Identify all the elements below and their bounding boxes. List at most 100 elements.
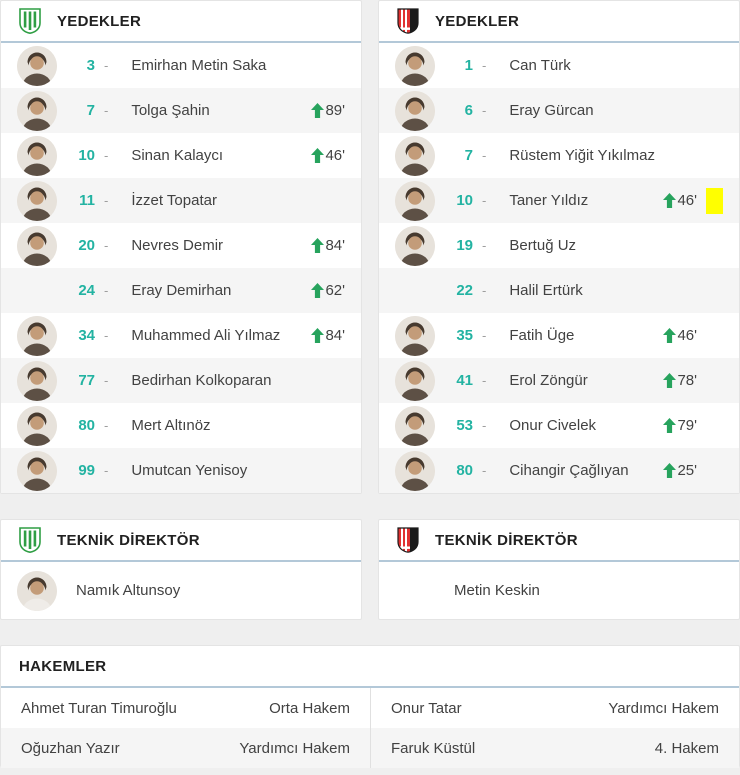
dash: -	[104, 103, 109, 118]
sub-in-arrow-icon	[663, 463, 677, 478]
player-number: 99	[78, 462, 95, 479]
sub-minute: 62'	[325, 282, 345, 299]
substitution-in-badge: 84'	[311, 237, 345, 254]
coach-name: Metin Keskin	[454, 582, 540, 599]
referee-name: Onur Tatar	[391, 699, 462, 717]
sub-minute: 25'	[677, 462, 697, 479]
player-name: İzzet Topatar	[131, 192, 217, 209]
player-row[interactable]: 80 - Mert Altınöz	[1, 403, 361, 448]
player-name: Emirhan Metin Saka	[131, 57, 267, 74]
substitution-in-badge: 25'	[663, 462, 697, 479]
substitution-in-badge: 78'	[663, 372, 697, 389]
player-row[interactable]: 6 - Eray Gürcan	[379, 88, 739, 133]
player-row[interactable]: 1 - Can Türk	[379, 43, 739, 88]
player-avatar	[17, 225, 57, 266]
player-number: 10	[456, 192, 473, 209]
sub-in-arrow-icon	[311, 328, 325, 343]
player-name: Onur Civelek	[509, 417, 597, 434]
player-row[interactable]: 41 - Erol Zöngür 78'	[379, 358, 739, 403]
dash: -	[104, 148, 109, 163]
panel-title: TEKNİK DİREKTÖR	[435, 531, 578, 549]
dash: -	[104, 463, 109, 478]
player-avatar	[395, 225, 435, 266]
referee-role: Yardımcı Hakem	[239, 739, 350, 757]
person-silhouette-icon	[17, 225, 57, 266]
player-row[interactable]: 77 - Bedirhan Kolkoparan	[1, 358, 361, 403]
sub-in-arrow-icon	[663, 193, 677, 208]
player-name: Erol Zöngür	[509, 372, 588, 389]
player-number: 35	[456, 327, 473, 344]
player-avatar	[17, 360, 57, 401]
player-number: 22	[456, 282, 473, 299]
player-number: 6	[464, 102, 473, 119]
substitution-in-badge: 62'	[311, 282, 345, 299]
player-name: Eray Gürcan	[509, 102, 594, 119]
yellow-card-marker	[706, 187, 723, 214]
referee-row: Ahmet Turan Timuroğlu Orta Hakem	[1, 688, 370, 728]
person-silhouette-icon	[17, 450, 57, 491]
person-silhouette-icon	[395, 180, 435, 221]
player-row[interactable]: 99 - Umutcan Yenisoy	[1, 448, 361, 493]
substitution-in-badge: 46'	[311, 147, 345, 164]
player-number: 19	[456, 237, 473, 254]
coach-row[interactable]: Metin Keskin	[379, 562, 739, 619]
panel-title: YEDEKLER	[57, 12, 142, 30]
player-number: 77	[78, 372, 95, 389]
panel-header: YEDEKLER	[379, 1, 739, 43]
player-avatar	[395, 450, 435, 491]
substitution-in-badge: 79'	[663, 417, 697, 434]
person-silhouette-icon	[17, 135, 57, 176]
player-avatar	[17, 90, 57, 131]
coach-row[interactable]: Namık Altunsoy	[1, 562, 361, 619]
player-row[interactable]: 10 - Sinan Kalaycı 46'	[1, 133, 361, 178]
person-silhouette-icon	[395, 90, 435, 131]
player-row[interactable]: 19 - Bertuğ Uz	[379, 223, 739, 268]
player-row[interactable]: 35 - Fatih Üge 46'	[379, 313, 739, 358]
sub-in-arrow-icon	[311, 148, 325, 163]
dash: -	[104, 283, 109, 298]
referee-list: Ahmet Turan Timuroğlu Orta Hakem Onur Ta…	[1, 688, 739, 768]
player-row[interactable]: 80 - Cihangir Çağlıyan 25'	[379, 448, 739, 493]
coach-list: Metin Keskin	[379, 562, 739, 619]
player-row[interactable]: 10 - Taner Yıldız 46'	[379, 178, 739, 223]
player-row[interactable]: 53 - Onur Civelek 79'	[379, 403, 739, 448]
dash: -	[482, 328, 487, 343]
player-row[interactable]: 3 - Emirhan Metin Saka	[1, 43, 361, 88]
sub-minute: 46'	[677, 327, 697, 344]
referee-role: Yardımcı Hakem	[608, 699, 719, 717]
player-avatar	[395, 180, 435, 221]
coach-list: Namık Altunsoy	[1, 562, 361, 619]
referee-row: Onur Tatar Yardımcı Hakem	[370, 688, 739, 728]
dash: -	[104, 193, 109, 208]
person-silhouette-icon	[395, 45, 435, 86]
player-row[interactable]: 24 - Eray Demirhan 62'	[1, 268, 361, 313]
player-avatar	[17, 45, 57, 86]
player-row[interactable]: 7 - Rüstem Yiğit Yıkılmaz	[379, 133, 739, 178]
person-silhouette-icon	[17, 360, 57, 401]
dash: -	[104, 238, 109, 253]
player-avatar	[395, 135, 435, 176]
player-avatar	[395, 45, 435, 86]
player-row[interactable]: 7 - Tolga Şahin 89'	[1, 88, 361, 133]
substitution-in-badge: 84'	[311, 327, 345, 344]
player-number: 7	[86, 102, 95, 119]
panel-header: HAKEMLER	[1, 646, 739, 688]
player-avatar	[17, 315, 57, 356]
player-list: 3 - Emirhan Metin Saka 7 - Tolga Şahin 8…	[1, 43, 361, 493]
player-number: 20	[78, 237, 95, 254]
coach-avatar	[17, 570, 57, 611]
player-row[interactable]: 34 - Muhammed Ali Yılmaz 84'	[1, 313, 361, 358]
player-number: 80	[78, 417, 95, 434]
referee-role: 4. Hakem	[654, 739, 719, 757]
player-row[interactable]: 20 - Nevres Demir 84'	[1, 223, 361, 268]
player-row[interactable]: 22 - Halil Ertürk	[379, 268, 739, 313]
player-name: Fatih Üge	[509, 327, 575, 344]
player-name: Eray Demirhan	[131, 282, 232, 299]
player-row[interactable]: 11 - İzzet Topatar	[1, 178, 361, 223]
coach-panel-home: TEKNİK DİREKTÖR Namık Altunsoy	[0, 519, 362, 620]
dash: -	[482, 238, 487, 253]
player-number: 7	[464, 147, 473, 164]
player-avatar	[395, 90, 435, 131]
sub-in-arrow-icon	[311, 238, 325, 253]
player-name: Mert Altınöz	[131, 417, 211, 434]
